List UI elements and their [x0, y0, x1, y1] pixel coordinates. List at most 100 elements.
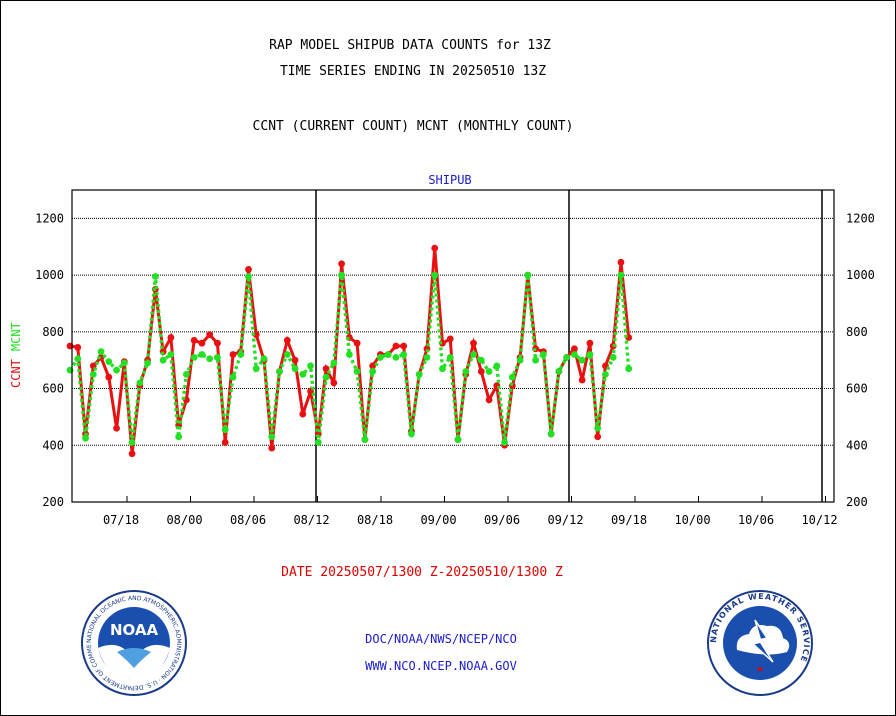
mcnt-point: [594, 424, 602, 432]
mcnt-point: [439, 365, 446, 373]
ccnt-point: [369, 362, 377, 370]
mcnt-point: [299, 370, 307, 378]
y-tick-label-left: 600: [42, 382, 64, 396]
panel-title: SHIPUB: [428, 173, 471, 187]
mcnt-point: [82, 434, 89, 442]
mcnt-point: [206, 355, 214, 363]
nws-logo-icon: NATIONAL WEATHER SERVICE: [707, 590, 813, 696]
ccnt-point: [338, 260, 345, 268]
date-range-label: DATE 20250507/1300 Z-20250510/1300 Z: [281, 565, 563, 580]
x-tick-label: 07/18: [103, 513, 139, 527]
y-tick-label-right: 600: [846, 382, 868, 396]
mcnt-point: [167, 351, 175, 358]
mcnt-point: [283, 351, 291, 358]
mcnt-point: [539, 351, 547, 358]
ccnt-point: [268, 444, 276, 452]
y-tick-label-left: 200: [42, 495, 64, 509]
mcnt-point: [462, 368, 470, 375]
ccnt-point: [431, 244, 439, 252]
noaa-logo-text: NOAA: [110, 621, 159, 639]
mcnt-point: [74, 355, 82, 363]
org-label: DOC/NOAA/NWS/NCEP/NCO: [365, 632, 517, 646]
chart-title-line2: TIME SERIES ENDING IN 20250510 13Z: [279, 64, 547, 79]
mcnt-point: [493, 362, 501, 370]
chart-title-line1: RAP MODEL SHIPUB DATA COUNTS for 13Z: [269, 38, 551, 53]
mcnt-point: [625, 365, 633, 373]
grid-layer: [72, 190, 834, 502]
mcnt-point: [89, 370, 97, 378]
mcnt-point: [617, 271, 625, 279]
chart-subtitle: CCNT (CURRENT COUNT) MCNT (MONTHLY COUNT…: [252, 119, 574, 134]
mcnt-point: [190, 353, 198, 361]
x-tick-label: 10/06: [738, 513, 774, 527]
mcnt-point: [221, 426, 229, 434]
mcnt-point: [516, 356, 524, 364]
mcnt-point: [159, 356, 167, 364]
y-tick-label-left: 1000: [35, 268, 64, 282]
website-link[interactable]: WWW.NCO.NCEP.NOAA.GOV: [365, 659, 517, 673]
x-tick-label: 09/12: [547, 513, 583, 527]
ccnt-point: [221, 439, 229, 446]
mcnt-point: [377, 353, 384, 361]
mcnt-point: [144, 359, 152, 367]
label-layer: 200 200 400 400 600 600 800 800 1000 1000 1200 1200…: [9, 173, 875, 527]
y-tick-label-left: 800: [42, 325, 64, 339]
ccnt-point: [74, 344, 82, 351]
mcnt-point: [547, 430, 555, 438]
y-tick-label-right: 200: [846, 495, 868, 509]
plot-frame: [71, 189, 835, 503]
mcnt-point: [136, 379, 144, 387]
ccnt-point: [214, 339, 221, 347]
ccnt-point: [283, 336, 291, 344]
mcnt-point: [245, 273, 252, 280]
x-tick-label: 10/12: [801, 513, 837, 527]
mcnt-point: [214, 353, 221, 361]
mcnt-point: [183, 370, 190, 378]
ccnt-point: [477, 368, 485, 375]
ccnt-point: [190, 336, 198, 344]
mcnt-point: [609, 353, 617, 361]
ccnt-point: [617, 258, 625, 266]
mcnt-point: [571, 351, 578, 358]
mcnt-point: [508, 373, 516, 381]
y-tick-label-right: 1200: [846, 211, 875, 225]
noaa-logo-icon: NOAA NATIONAL OCEANIC AND ATMOSPHERIC AD…: [81, 590, 187, 696]
mcnt-point: [237, 351, 245, 358]
mcnt-point: [485, 368, 493, 375]
mcnt-point: [229, 373, 237, 381]
ccnt-point: [105, 373, 113, 381]
x-tick-label: 09/18: [611, 513, 647, 527]
ccnt-point: [245, 266, 252, 273]
mcnt-point: [454, 436, 462, 443]
mcnt-point: [175, 433, 183, 441]
mcnt-point: [314, 439, 322, 446]
ccnt-point: [330, 379, 338, 387]
mcnt-point: [198, 351, 206, 358]
x-tick-label: 08/06: [230, 513, 266, 527]
mcnt-point: [501, 439, 508, 446]
mcnt-line: [68, 274, 631, 443]
ccnt-point: [470, 339, 477, 347]
mcnt-point: [423, 353, 431, 361]
mcnt-point: [400, 351, 408, 358]
mcnt-point: [408, 430, 415, 438]
mcnt-point: [128, 439, 136, 446]
mcnt-point: [151, 273, 159, 280]
x-tick-label: 08/00: [166, 513, 202, 527]
mcnt-point: [555, 368, 563, 375]
mcnt-point: [446, 353, 454, 361]
ccnt-point: [291, 356, 299, 364]
y-axis-label-mcnt: MCNT: [9, 322, 23, 351]
mcnt-point: [268, 433, 276, 441]
x-tick-label: 09/00: [420, 513, 456, 527]
ccnt-point: [128, 450, 136, 458]
mcnt-point: [392, 353, 400, 361]
ccnt-point: [586, 339, 594, 347]
mcnt-point: [578, 356, 586, 364]
mcnt-point: [330, 359, 338, 367]
y-axis-label: CCNT MCNT: [9, 322, 23, 388]
mcnt-point: [361, 436, 369, 443]
ccnt-point: [206, 331, 214, 339]
mcnt-point: [563, 353, 571, 361]
mcnt-point: [252, 365, 260, 373]
